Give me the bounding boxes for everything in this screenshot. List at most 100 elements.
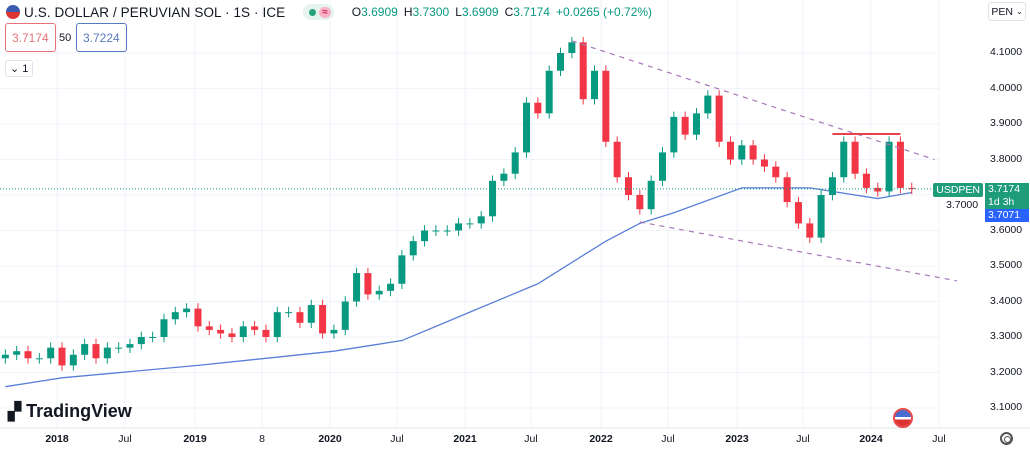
market-open-icon [309, 8, 317, 16]
close-value: 3.7174 [513, 5, 550, 19]
x-tick-label: Jul [932, 433, 946, 445]
candle-body [194, 308, 202, 327]
x-tick-label: 8 [259, 433, 265, 445]
y-tick-label: 3.5000 [990, 259, 1023, 271]
symbol-title[interactable]: U.S. DOLLAR / PERUVIAN SOL · 1S · ICE [24, 4, 286, 20]
candle-body [738, 145, 746, 160]
candle-body [681, 116, 689, 135]
last-price: 3.7174 [988, 183, 1021, 195]
x-tick-label: Jul [118, 433, 132, 445]
close-label: C [504, 5, 514, 19]
candle-body [466, 223, 474, 225]
candle-body [625, 177, 632, 195]
moving-average-line [5, 187, 912, 388]
logo-text: TradingView [26, 401, 132, 421]
bar-countdown: 1d 3h [988, 195, 1015, 208]
x-tick-label: 2018 [45, 433, 69, 445]
candle-body [579, 42, 587, 100]
candle-body [726, 141, 734, 160]
y-tick-label: 3.7000 [946, 199, 979, 211]
candle-body [840, 141, 848, 178]
y-tick-label: 3.2000 [990, 365, 1023, 378]
candle-body [658, 152, 666, 181]
candle-body [319, 305, 327, 334]
candle-body [760, 159, 768, 167]
low-value: 3.6909 [461, 5, 499, 19]
y-tick-label: 3.3000 [990, 330, 1023, 342]
symbol-header: U.S. DOLLAR / PERUVIAN SOL · 1S · ICE ≈ … [6, 3, 652, 21]
candle-body [375, 290, 383, 295]
candle-body [35, 358, 43, 360]
candle-body [398, 255, 406, 284]
sell-button[interactable]: 3.7174 [5, 23, 56, 52]
candle-body [251, 326, 259, 330]
candle-body [239, 326, 247, 337]
moving-average-layer [5, 187, 912, 388]
y-tick-label: 4.1000 [990, 46, 1023, 58]
candle-body [353, 273, 361, 302]
x-tick-label: 2024 [859, 433, 883, 445]
last-price-tag: 3.7174 1d 3h [985, 183, 1029, 209]
candle-body [285, 312, 293, 314]
candle-body [908, 187, 916, 189]
buy-button[interactable]: 3.7224 [76, 23, 127, 52]
open-label: O [351, 5, 362, 19]
candle-body [885, 141, 893, 192]
candle-body [92, 344, 100, 359]
candle-body [692, 113, 700, 135]
x-tick-label: Jul [661, 433, 675, 445]
tv-logo-icon: ▞ [8, 401, 22, 421]
candle-body [273, 312, 281, 337]
candle-body [171, 312, 179, 320]
change-value: +0.0265 (+0.72%) [555, 5, 653, 19]
high-value: 3.7300 [412, 5, 450, 19]
candle-body [58, 347, 66, 366]
candle-body [851, 141, 859, 174]
candle-body [81, 344, 89, 355]
candle-body [557, 53, 565, 71]
tradingview-logo[interactable]: ▞ TradingView [8, 401, 132, 422]
x-tick-label: 2021 [453, 433, 477, 445]
collapse-indicators-button[interactable]: ⌄ 1 [5, 60, 34, 77]
candle-body [613, 141, 621, 178]
candle-body [670, 116, 678, 153]
market-status[interactable]: ≈ [303, 4, 334, 20]
candle-body [715, 95, 723, 142]
candle-body [69, 354, 77, 366]
ohlc-values: O3.6909 H3.7300 L3.6909 C3.7174 +0.0265 … [352, 5, 652, 19]
candle-body [217, 329, 225, 334]
candle-body [489, 180, 497, 217]
candle-body [647, 180, 655, 210]
candle-body [806, 223, 814, 238]
economic-event-icon[interactable] [893, 408, 913, 428]
y-tick-label: 3.6000 [990, 223, 1023, 236]
candle-body [772, 166, 780, 178]
candle-body [477, 216, 485, 224]
candle-body [364, 273, 372, 295]
candle-body [500, 173, 508, 181]
candle-body [24, 351, 32, 359]
candle-body [602, 70, 610, 142]
candle-body [149, 337, 157, 338]
candle-body [160, 319, 168, 337]
candles-layer [1, 37, 916, 371]
y-tick-label: 3.8000 [990, 152, 1023, 165]
low-label: L [455, 5, 462, 19]
candle-body [749, 145, 757, 160]
grid [0, 0, 940, 428]
candle-body [432, 230, 440, 232]
candle-body [387, 283, 395, 291]
candle-body [296, 312, 304, 323]
candle-body [794, 202, 802, 224]
open-value: 3.6909 [361, 5, 398, 19]
trendline [639, 221, 958, 282]
x-tick-label: Jul [524, 433, 538, 445]
settings-icon[interactable] [1000, 432, 1013, 445]
x-tick-label: 2020 [318, 433, 342, 445]
y-tick-label: 3.9000 [990, 117, 1023, 129]
candle-body [523, 102, 531, 153]
currency-select[interactable]: PEN ⌄ [988, 2, 1026, 21]
x-tick-label: 2022 [589, 433, 613, 445]
ma-price-tag: 3.7071 [985, 209, 1029, 222]
